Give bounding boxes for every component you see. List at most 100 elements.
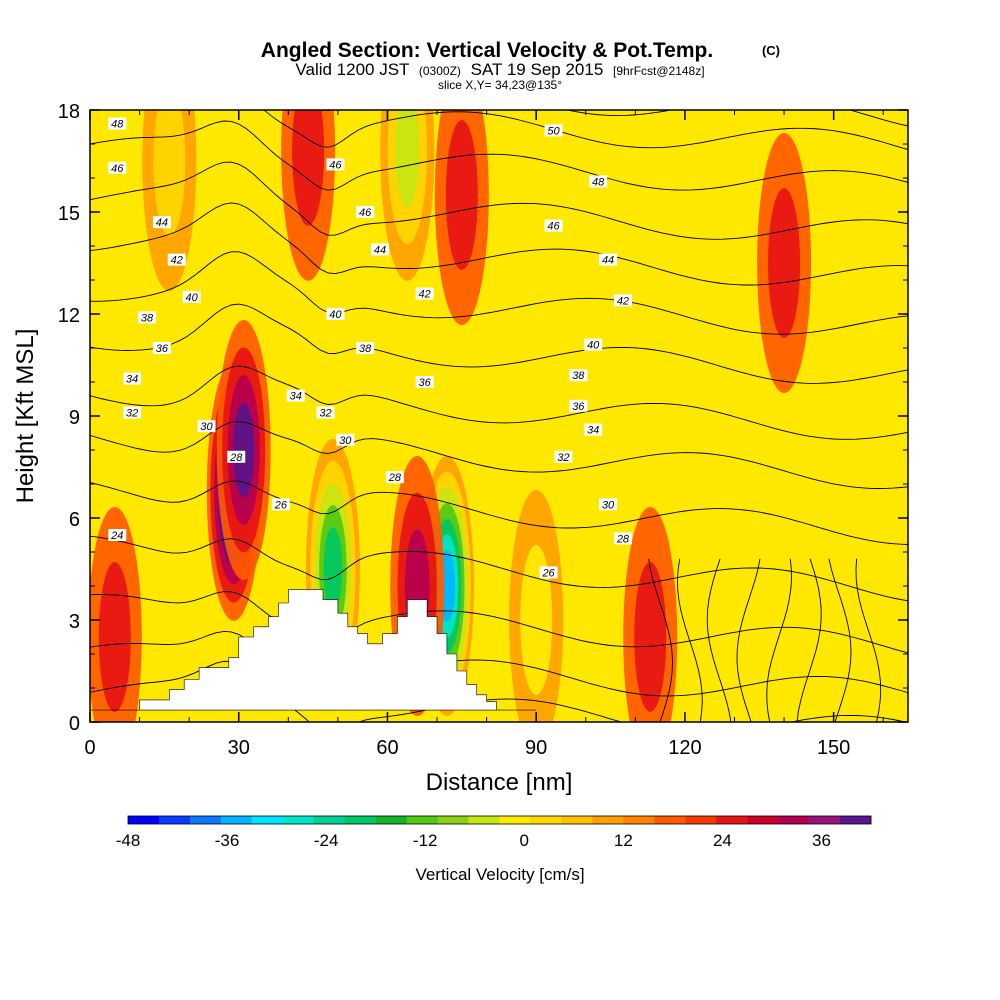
colorbar-bin bbox=[468, 816, 500, 824]
theta-contour-line bbox=[90, 591, 908, 654]
contour-label-box bbox=[569, 399, 588, 412]
velocity-band bbox=[634, 562, 667, 712]
contour-label: 32 bbox=[123, 406, 142, 420]
theta-contour-line bbox=[90, 202, 908, 286]
contour-label-text: 46 bbox=[111, 163, 124, 175]
contour-label: 40 bbox=[584, 338, 603, 352]
theta-contour-line bbox=[90, 161, 908, 240]
contour-label-text: 38 bbox=[141, 312, 154, 324]
colorbar-tick-label: 0 bbox=[520, 831, 529, 850]
colorbar-bin bbox=[561, 816, 593, 824]
contour-label: 34 bbox=[123, 372, 142, 386]
theta-contour-line bbox=[90, 480, 908, 545]
contour-label-text: 38 bbox=[572, 370, 585, 382]
contour-label: 28 bbox=[613, 532, 632, 545]
colorbar-bin bbox=[809, 816, 841, 824]
contour-label-text: 42 bbox=[617, 295, 629, 307]
velocity-cell-updraft bbox=[90, 507, 142, 722]
contour-label-box bbox=[599, 253, 618, 266]
contour-label-text: 28 bbox=[616, 533, 630, 545]
contour-label-text: 40 bbox=[587, 340, 600, 352]
colorbar-tick-label: 12 bbox=[614, 831, 633, 850]
theta-contour-line bbox=[90, 660, 907, 722]
velocity-band bbox=[153, 110, 186, 236]
contour-label-box bbox=[152, 216, 171, 229]
contour-label: 44 bbox=[371, 243, 390, 256]
colorbar-bin bbox=[685, 816, 717, 824]
colorbar-bin bbox=[251, 816, 284, 824]
contour-label-text: 44 bbox=[156, 217, 168, 229]
velocity-band bbox=[445, 120, 478, 270]
subtitle-date: SAT 19 Sep 2015 bbox=[471, 60, 604, 79]
contour-label-box bbox=[182, 291, 201, 303]
contour-label-text: 40 bbox=[186, 292, 199, 304]
contour-label: 28 bbox=[385, 471, 404, 484]
contour-label-box bbox=[286, 389, 305, 402]
velocity-band bbox=[98, 562, 131, 712]
chart-title: Angled Section: Vertical Velocity & Pot.… bbox=[261, 39, 713, 62]
theta-contour-line bbox=[677, 558, 703, 722]
contour-label: 42 bbox=[415, 287, 434, 301]
x-tick-label: 30 bbox=[228, 737, 250, 759]
theta-contour-line bbox=[855, 558, 882, 722]
contour-label-text: 50 bbox=[547, 125, 560, 137]
velocity-cell-updraft bbox=[434, 110, 489, 325]
colorbar-bin bbox=[220, 816, 253, 824]
contour-label: 36 bbox=[415, 376, 434, 389]
contour-label-box bbox=[569, 369, 588, 382]
contour-label-box bbox=[227, 450, 246, 463]
x-tick-label: 90 bbox=[525, 737, 547, 759]
contour-label-text: 34 bbox=[290, 391, 302, 403]
contour-label-text: 34 bbox=[126, 374, 138, 386]
contour-label: 30 bbox=[336, 433, 355, 447]
colorbar-tick-label: 24 bbox=[713, 831, 732, 850]
colorbar-frame bbox=[127, 815, 872, 825]
x-tick-label: 0 bbox=[84, 737, 95, 759]
theta-contour-line bbox=[766, 558, 792, 722]
plot-area: 48 46 44 42 40 38 36 34 32 30 28 26 24 34 32 30 46 46 44 40… bbox=[90, 110, 908, 722]
colorbar-bin bbox=[747, 816, 779, 824]
contour-label: 30 bbox=[197, 420, 216, 433]
contour-label-text: 48 bbox=[111, 119, 124, 131]
colorbar-bin bbox=[499, 816, 531, 824]
colorbar-bin bbox=[282, 816, 315, 824]
contour-label-text: 44 bbox=[602, 255, 614, 267]
contour-label-text: 46 bbox=[547, 221, 560, 233]
colorbar-bin bbox=[128, 816, 160, 824]
contour-label: 46 bbox=[544, 219, 563, 233]
contour-label-text: 36 bbox=[156, 343, 169, 355]
contour-label: 26 bbox=[271, 498, 290, 511]
contour-label-box bbox=[613, 294, 632, 307]
y-axis-label: Height [Kft MSL] bbox=[12, 329, 39, 504]
contour-label-text: 30 bbox=[339, 435, 352, 447]
contour-label-box bbox=[539, 566, 558, 579]
contour-label-text: 40 bbox=[329, 309, 342, 321]
chart-title-unit: (C) bbox=[762, 43, 780, 58]
contour-label-box bbox=[584, 338, 603, 351]
contour-label: 38 bbox=[356, 342, 375, 355]
velocity-cell-downdraft bbox=[509, 490, 564, 722]
velocity-cell-downdraft bbox=[380, 110, 435, 281]
contour-label-text: 42 bbox=[419, 289, 431, 301]
contour-label-box bbox=[544, 124, 563, 137]
theta-contour-line bbox=[90, 535, 908, 602]
theta-contour-line bbox=[828, 558, 852, 722]
colorbar-bin bbox=[437, 816, 469, 824]
contour-label: 34 bbox=[584, 423, 603, 437]
contour-label-box bbox=[316, 406, 335, 419]
theta-contour-line bbox=[90, 120, 908, 191]
colorbar-tick-label: -24 bbox=[314, 831, 339, 850]
contour-label-box bbox=[544, 219, 563, 232]
colorbar-label: Vertical Velocity [cm/s] bbox=[415, 865, 584, 884]
contour-label-text: 32 bbox=[319, 408, 331, 420]
x-tick-label: 60 bbox=[376, 737, 398, 759]
y-tick-label: 12 bbox=[58, 305, 80, 327]
x-tick-label: 150 bbox=[817, 737, 850, 759]
contour-label: 46 bbox=[356, 206, 375, 219]
contour-label: 44 bbox=[152, 216, 171, 229]
contour-label-box bbox=[167, 253, 186, 266]
contour-label-text: 24 bbox=[110, 530, 123, 542]
contour-label: 34 bbox=[286, 389, 305, 403]
contour-label: 38 bbox=[569, 369, 588, 382]
